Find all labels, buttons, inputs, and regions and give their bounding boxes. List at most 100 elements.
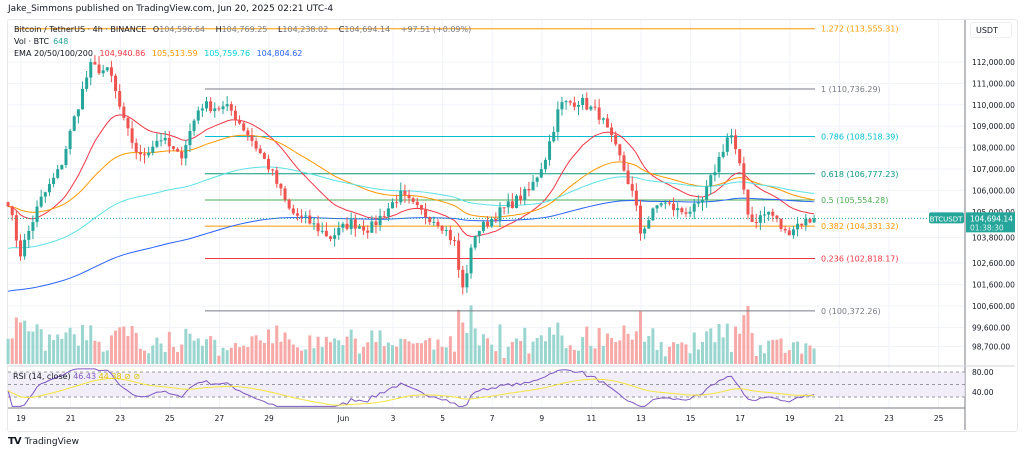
candle-body bbox=[796, 223, 800, 230]
volume-bar bbox=[205, 339, 209, 364]
volume-bar bbox=[519, 341, 523, 364]
volume-bar bbox=[147, 353, 151, 364]
volume-bar bbox=[618, 340, 622, 364]
volume-bar bbox=[663, 356, 667, 364]
candle bbox=[763, 206, 767, 224]
candle bbox=[539, 162, 543, 179]
volume-bar bbox=[783, 352, 787, 364]
candle bbox=[143, 147, 147, 164]
candle-body bbox=[167, 137, 171, 147]
candle-body bbox=[539, 169, 543, 178]
candle-body bbox=[47, 184, 51, 193]
symbol-price-tag bbox=[929, 212, 964, 224]
time-tick-label: 21 bbox=[835, 414, 845, 423]
volume-bar bbox=[238, 347, 242, 364]
volume-bar bbox=[341, 344, 345, 364]
volume-bar bbox=[395, 346, 399, 364]
volume-bar bbox=[109, 335, 113, 364]
candle-body bbox=[523, 189, 527, 201]
volume-bar bbox=[696, 349, 700, 364]
candle bbox=[453, 236, 457, 246]
volume-bar bbox=[630, 339, 634, 364]
candle bbox=[89, 58, 93, 86]
candle-body bbox=[19, 240, 23, 257]
candle bbox=[457, 232, 461, 278]
candle bbox=[188, 123, 192, 153]
volume-bar bbox=[486, 338, 490, 364]
candle bbox=[473, 235, 477, 251]
candle-body bbox=[783, 228, 787, 231]
candle-body bbox=[93, 62, 97, 65]
candle bbox=[357, 223, 361, 229]
volume-bar bbox=[767, 340, 771, 364]
candle bbox=[196, 106, 200, 124]
candle-body bbox=[680, 208, 684, 213]
candle bbox=[225, 96, 229, 112]
candle-body bbox=[391, 202, 395, 209]
volume-bar bbox=[548, 327, 552, 364]
candle bbox=[597, 99, 601, 125]
candle-body bbox=[188, 131, 192, 146]
candle bbox=[465, 264, 469, 293]
candle bbox=[721, 144, 725, 159]
tradingview-logo[interactable]: TV TradingView bbox=[8, 436, 79, 447]
price-tick-label: 98,700.00 bbox=[972, 343, 1010, 352]
candle bbox=[531, 175, 535, 191]
candle bbox=[39, 189, 43, 209]
symbol-title[interactable]: Bitcoin / TetherUS · 4h · BINANCE bbox=[14, 25, 147, 34]
candle bbox=[519, 187, 523, 205]
volume-bar bbox=[122, 326, 126, 364]
ema-label[interactable]: EMA 20/50/100/200 bbox=[14, 49, 93, 58]
candle-body bbox=[295, 213, 299, 216]
candle bbox=[147, 146, 151, 158]
volume-bar bbox=[221, 347, 225, 364]
volume-bar bbox=[655, 349, 659, 364]
currency-button[interactable]: USDT bbox=[970, 22, 1012, 38]
volume-bar bbox=[614, 342, 618, 364]
candle-body bbox=[85, 77, 89, 89]
candle-body bbox=[366, 230, 370, 233]
candle-body bbox=[461, 269, 465, 288]
rsi-band bbox=[8, 372, 965, 397]
candle bbox=[515, 194, 519, 209]
candle bbox=[506, 193, 510, 214]
volume-bar bbox=[469, 305, 473, 364]
candle-body bbox=[300, 215, 304, 217]
volume-bar bbox=[746, 305, 750, 364]
candle bbox=[213, 102, 217, 118]
candle bbox=[31, 215, 35, 240]
candle-body bbox=[804, 218, 808, 226]
candle-body bbox=[312, 223, 316, 225]
publish-info: Jake_Simmons published on TradingView.co… bbox=[8, 4, 334, 14]
volume-bar bbox=[556, 322, 560, 364]
volume-bar bbox=[448, 336, 452, 364]
volume-bar bbox=[213, 339, 217, 364]
price-tick-label: 105,000.00 bbox=[972, 208, 1015, 217]
candle-body bbox=[138, 151, 142, 155]
low-value: 104,238.02 bbox=[282, 25, 329, 34]
candle-body bbox=[407, 194, 411, 199]
candle bbox=[349, 212, 353, 235]
time-tick-label: 19 bbox=[785, 414, 795, 423]
candle-body bbox=[159, 140, 163, 142]
candle-body bbox=[465, 273, 469, 288]
candle bbox=[180, 146, 184, 166]
candle bbox=[572, 96, 576, 111]
volume-bar bbox=[229, 347, 233, 364]
candle-body bbox=[643, 228, 647, 234]
volume-bar bbox=[639, 311, 643, 364]
high-value: 104,769.25 bbox=[221, 25, 268, 34]
tradingview-logo-icon: TV bbox=[8, 436, 22, 447]
candle bbox=[407, 189, 411, 204]
candle bbox=[221, 101, 225, 114]
volume-bar bbox=[382, 346, 386, 364]
candle bbox=[581, 94, 585, 110]
candle-body bbox=[52, 177, 56, 185]
volume-bar bbox=[672, 342, 676, 364]
volume-label[interactable]: Vol · BTC bbox=[14, 37, 50, 46]
candle-body bbox=[721, 151, 725, 157]
time-tick-label: 11 bbox=[587, 414, 597, 423]
volume-bar bbox=[64, 332, 68, 364]
volume-bar bbox=[779, 338, 783, 364]
